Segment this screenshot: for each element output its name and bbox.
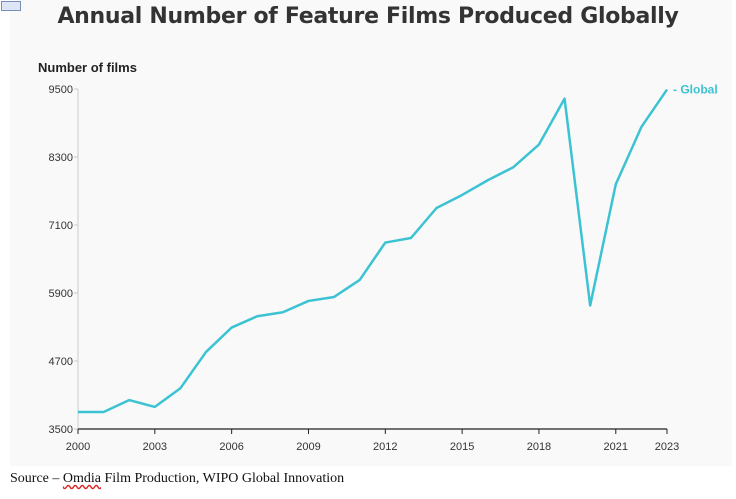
y-tick-label: 8300 (49, 152, 73, 164)
x-tick-label: 2006 (219, 441, 243, 453)
y-tick-label: 7100 (49, 220, 73, 232)
chart-panel (10, 0, 732, 466)
x-tick-label: 2012 (373, 441, 397, 453)
source-prefix: Source – (10, 471, 63, 486)
y-tick-label: 5900 (49, 288, 73, 300)
x-tick-label: 2009 (296, 441, 320, 453)
source-rest: Film Production, WIPO Global Innovation (101, 471, 345, 486)
series-line-global (78, 88, 669, 414)
x-tick-label: 2015 (450, 441, 474, 453)
x-tick-label: 2018 (527, 441, 551, 453)
x-tick-label: 2003 (143, 441, 167, 453)
y-tick-label: 4700 (49, 356, 73, 368)
y-axis-label: Number of films (38, 60, 137, 75)
source-note: Source – Omdia Film Production, WIPO Glo… (10, 471, 344, 487)
y-tick-label: 9500 (49, 84, 73, 96)
y-tick-label: 3500 (49, 424, 73, 436)
x-tick-label: 2023 (655, 441, 679, 453)
embedded-object-icon (1, 1, 21, 11)
x-tick-label: 2000 (66, 441, 90, 453)
x-tick-label: 2021 (604, 441, 628, 453)
series-label: - Global (673, 83, 718, 97)
chart-title: Annual Number of Feature Films Produced … (57, 4, 679, 29)
source-misspelled-word: Omdia (62, 471, 101, 486)
